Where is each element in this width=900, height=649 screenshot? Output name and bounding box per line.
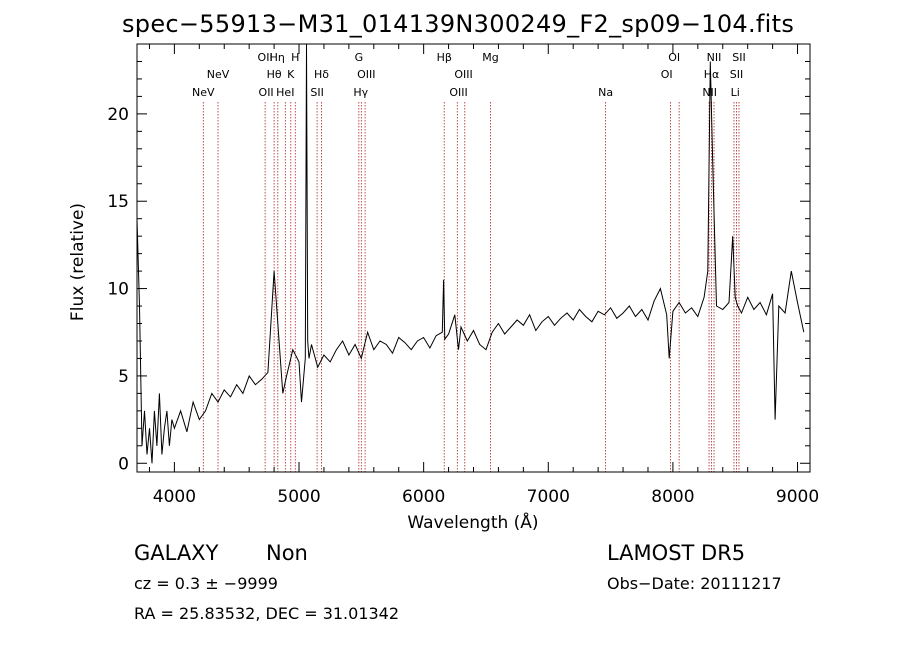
line-label: Hθ xyxy=(267,68,282,81)
line-label: Na xyxy=(598,86,613,99)
line-label: NeV xyxy=(192,86,215,99)
y-tick-label: 15 xyxy=(107,192,129,212)
spectrum-line xyxy=(136,43,805,464)
survey-name: LAMOST DR5 xyxy=(607,541,746,565)
line-label: Hβ xyxy=(437,51,452,64)
line-label: Hη xyxy=(270,51,285,64)
y-axis-ticks: 0 5 10 15 20 xyxy=(107,60,810,474)
x-tick-label: 8000 xyxy=(651,487,694,507)
x-tick-label: 4000 xyxy=(153,487,196,507)
line-label: NII xyxy=(707,51,722,64)
y-tick-label: 5 xyxy=(118,367,129,387)
line-label: OII xyxy=(258,51,273,64)
line-label: OI xyxy=(668,51,680,64)
line-label: OI xyxy=(661,68,673,81)
line-label: SII xyxy=(310,86,323,99)
line-label: Mg xyxy=(482,51,498,64)
line-label: G xyxy=(355,51,364,64)
line-label: OII xyxy=(259,86,274,99)
y-tick-label: 10 xyxy=(107,280,129,300)
line-label: NeV xyxy=(207,68,230,81)
line-label: SII xyxy=(730,68,743,81)
line-label: Hγ xyxy=(353,86,368,99)
object-class: GALAXY xyxy=(134,541,219,565)
coordinates: RA = 25.83532, DEC = 31.01342 xyxy=(134,604,400,623)
line-label: K xyxy=(287,68,295,81)
line-label: Hα xyxy=(704,68,720,81)
line-label: HeI xyxy=(276,86,294,99)
line-label: OIII xyxy=(357,68,375,81)
x-tick-label: 7000 xyxy=(527,487,570,507)
line-label: SII xyxy=(732,51,745,64)
chart-title: spec−55913−M31_014139N300249_F2_sp09−104… xyxy=(122,10,795,38)
y-axis-label: Flux (relative) xyxy=(68,203,88,321)
line-label: Li xyxy=(731,86,740,99)
line-label: Hδ xyxy=(314,68,329,81)
object-subclass: Non xyxy=(266,541,308,565)
line-label: OIII xyxy=(449,86,467,99)
line-annotations: NeVNeVOIIOIIHηHθHeIKHHδSIIGOIIIHγHβOIIIO… xyxy=(192,51,746,99)
y-tick-label: 20 xyxy=(107,105,129,125)
observation-date: Obs−Date: 20111217 xyxy=(607,574,782,593)
line-label: H xyxy=(291,51,299,64)
x-axis-ticks: 4000 5000 6000 7000 8000 9000 xyxy=(148,44,819,507)
line-label: OIII xyxy=(454,68,472,81)
x-tick-label: 5000 xyxy=(277,487,320,507)
x-tick-label: 6000 xyxy=(402,487,445,507)
y-tick-label: 0 xyxy=(118,454,129,474)
redshift-info: cz = 0.3 ± −9999 xyxy=(134,574,278,593)
x-tick-label: 9000 xyxy=(776,487,819,507)
x-axis-label: Wavelength (Å) xyxy=(407,511,538,533)
emission-line-markers xyxy=(202,102,740,472)
